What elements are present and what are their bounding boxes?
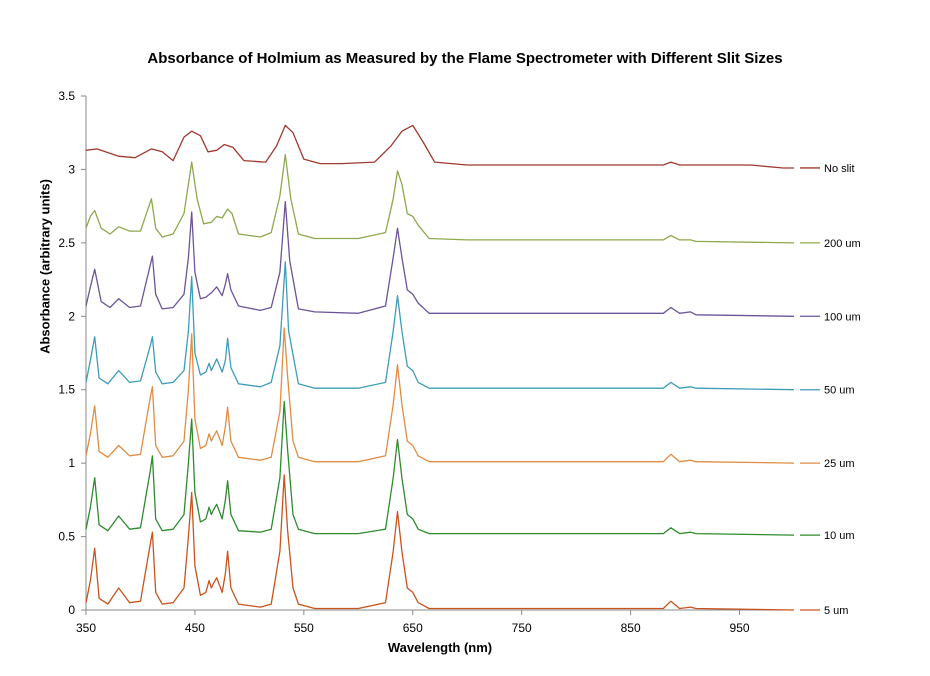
legend-label-4: 25 um [824,458,855,470]
y-tick-label: 1 [68,456,75,470]
legend-label-0: No slit [824,163,855,175]
y-tick-label: 1.5 [58,383,75,397]
x-tick-label: 650 [403,621,423,635]
y-tick-label: 3.5 [58,89,75,103]
series-line-5 [85,400,795,536]
series-line-3 [85,261,795,391]
series-line-1 [85,154,795,244]
legend-label-5: 10 um [824,530,855,542]
y-tick-label: 0 [68,603,75,617]
x-tick-label: 450 [185,621,205,635]
x-tick-label: 950 [730,621,750,635]
y-tick-label: 2.5 [58,236,75,250]
legend-label-6: 5 um [824,605,848,617]
y-axis-label: Absorbance (arbitrary units) [37,179,53,354]
x-tick-label: 350 [76,621,96,635]
y-tick-label: 0.5 [58,530,75,544]
x-tick-label: 750 [512,621,532,635]
legend-label-3: 50 um [824,385,855,397]
y-tick-label: 2 [68,309,75,323]
series-line-6 [85,474,795,611]
x-axis-label: Wavelength (nm) [387,640,493,655]
x-tick-label: 850 [621,621,641,635]
chart-title: Absorbance of Holmium as Measured by the… [147,50,783,67]
legend-label-1: 200 um [824,238,861,250]
x-tick-label: 550 [294,621,314,635]
y-tick-label: 3 [68,162,75,176]
legend-label-2: 100 um [824,311,861,323]
series-line-4 [85,327,795,464]
series-line-2 [85,201,795,317]
series-line-0 [85,124,794,169]
